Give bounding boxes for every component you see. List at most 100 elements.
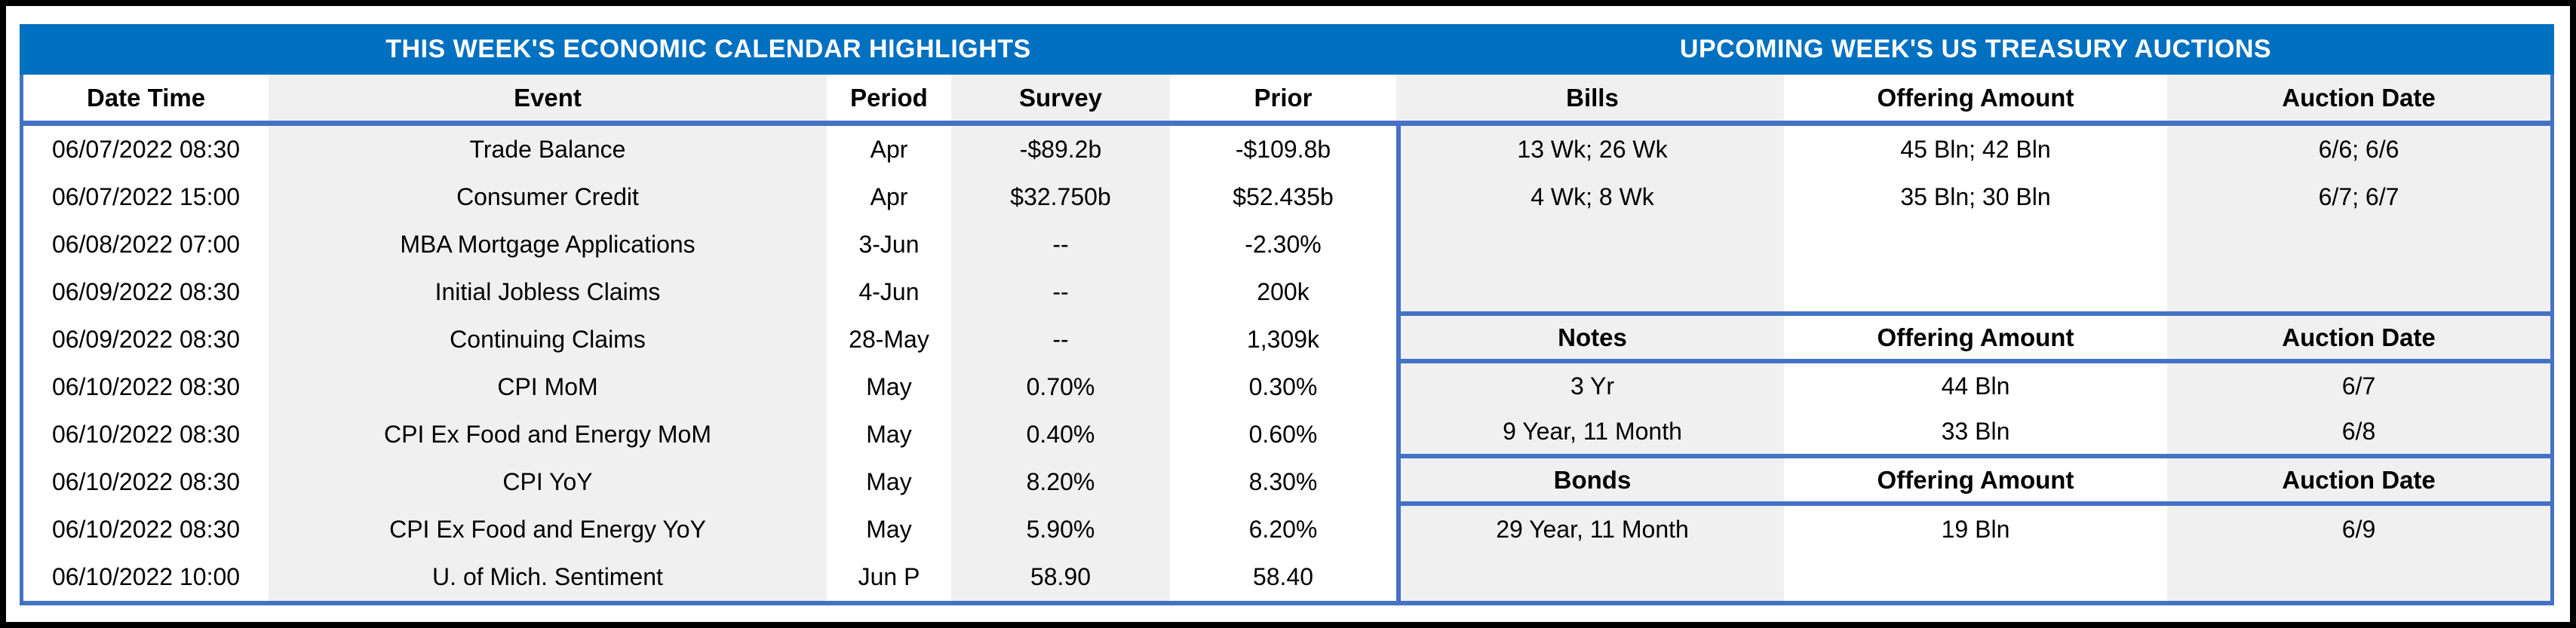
calendar-cell: MBA Mortgage Applications: [269, 221, 827, 268]
banner: THIS WEEK'S ECONOMIC CALENDAR HIGHLIGHTS…: [20, 24, 2554, 75]
calendar-row: 06/07/2022 08:30 Trade Balance Apr -$89.…: [23, 126, 1396, 173]
calendar-cell: 3-Jun: [858, 231, 920, 258]
col-header-event: Event: [269, 75, 827, 121]
col-header-bonds: Bonds: [1401, 458, 1784, 501]
calendar-cell: 58.40: [1252, 563, 1314, 590]
table-content: Date Time Event Period Survey Prior Bill…: [20, 75, 2554, 605]
calendar-cell: $52.435b: [1233, 183, 1334, 210]
calendar-cell: --: [951, 221, 1170, 268]
calendar-cell: 06/07/2022 08:30: [51, 136, 241, 163]
col-header-bills-offering: Offering Amount: [1877, 83, 2074, 112]
calendar-cell: -$89.2b: [951, 126, 1170, 173]
calendar-cell: 0.70%: [951, 363, 1170, 411]
calendar-header-group: Date Time Event Period Survey Prior: [23, 75, 1396, 121]
treasury-auctions-panel: 13 Wk; 26 Wk 45 Bln; 42 Bln 6/6; 6/6 4 W…: [1396, 126, 2550, 601]
calendar-cell: $32.750b: [951, 173, 1170, 221]
bills-empty-cell: [2167, 221, 2550, 311]
calendar-cell: --: [951, 268, 1170, 316]
auctions-title: UPCOMING WEEK'S US TREASURY AUCTIONS: [1679, 35, 2272, 63]
calendar-title: THIS WEEK'S ECONOMIC CALENDAR HIGHLIGHTS: [385, 35, 1031, 63]
calendar-cell: U. of Mich. Sentiment: [269, 553, 827, 601]
calendar-cell: Jun P: [858, 563, 920, 590]
calendar-cell: 06/09/2022 08:30: [51, 326, 241, 353]
calendar-cell: 06/10/2022 08:30: [51, 373, 241, 400]
calendar-cell: CPI Ex Food and Energy MoM: [269, 411, 827, 458]
calendar-cell: 0.60%: [1248, 421, 1318, 448]
bonds-cell: 29 Year, 11 Month: [1401, 506, 1784, 553]
calendar-cell: Continuing Claims: [269, 316, 827, 363]
calendar-cell: May: [866, 468, 912, 495]
notes-cell: 6/8: [2167, 409, 2550, 454]
bills-header-group: Bills Offering Amount Auction Date: [1396, 75, 2550, 121]
calendar-cell: Consumer Credit: [269, 173, 827, 221]
calendar-cell: May: [866, 421, 912, 448]
calendar-row: 06/08/2022 07:00 MBA Mortgage Applicatio…: [23, 221, 1396, 268]
calendar-cell: 06/10/2022 08:30: [51, 516, 241, 543]
calendar-row: 06/10/2022 08:30 CPI Ex Food and Energy …: [23, 411, 1396, 458]
calendar-cell: May: [866, 516, 912, 543]
calendar-cell: Trade Balance: [269, 126, 827, 173]
notes-header-row: Notes Offering Amount Auction Date: [1401, 316, 2550, 363]
calendar-cell: 06/09/2022 08:30: [51, 278, 241, 305]
calendar-cell: -2.30%: [1245, 231, 1322, 258]
calendar-row: 06/09/2022 08:30 Continuing Claims 28-Ma…: [23, 316, 1396, 363]
calendar-row: 06/09/2022 08:30 Initial Jobless Claims …: [23, 268, 1396, 316]
calendar-cell: 06/07/2022 15:00: [51, 183, 241, 210]
col-header-notes-offering: Offering Amount: [1877, 323, 2074, 351]
calendar-cell: 8.20%: [951, 458, 1170, 506]
col-header-bonds-auction-date: Auction Date: [2167, 458, 2550, 501]
bonds-empty-cell: [2167, 553, 2550, 601]
calendar-cell: 5.90%: [951, 506, 1170, 553]
bonds-empty-cell: [1784, 553, 2167, 601]
bonds-cell: 19 Bln: [1941, 516, 2010, 543]
bonds-cell: 6/9: [2167, 506, 2550, 553]
calendar-cell: May: [866, 373, 912, 400]
calendar-cell: 06/10/2022 08:30: [51, 421, 241, 448]
calendar-cell: 06/08/2022 07:00: [51, 231, 241, 258]
col-header-bonds-offering: Offering Amount: [1877, 465, 2074, 494]
notes-cell: 9 Year, 11 Month: [1401, 409, 1784, 454]
bills-cell: 45 Bln; 42 Bln: [1900, 136, 2051, 163]
col-header-period: Period: [850, 83, 928, 112]
calendar-row: 06/10/2022 08:30 CPI Ex Food and Energy …: [23, 506, 1396, 553]
bills-section: 13 Wk; 26 Wk 45 Bln; 42 Bln 6/6; 6/6 4 W…: [1401, 126, 2550, 316]
calendar-cell: 4-Jun: [858, 278, 920, 305]
calendar-cell: CPI YoY: [269, 458, 827, 506]
calendar-cell: 06/10/2022 10:00: [51, 563, 241, 590]
calendar-cell: 0.30%: [1248, 373, 1318, 400]
col-header-bills: Bills: [1401, 75, 1784, 121]
bonds-section: 29 Year, 11 Month 19 Bln 6/9: [1401, 506, 2550, 601]
table-body: 06/07/2022 08:30 Trade Balance Apr -$89.…: [23, 126, 2550, 601]
calendar-cell: 6.20%: [1248, 516, 1318, 543]
calendar-cell: Apr: [870, 183, 908, 210]
calendar-cell: -$109.8b: [1235, 136, 1331, 163]
col-header-date-time: Date Time: [86, 83, 206, 112]
calendar-cell: 200k: [1257, 278, 1309, 305]
notes-cell: 44 Bln: [1941, 372, 2010, 400]
col-header-notes: Notes: [1401, 316, 1784, 359]
notes-cell: 6/7: [2167, 363, 2550, 409]
bonds-header-row: Bonds Offering Amount Auction Date: [1401, 458, 2550, 506]
calendar-cell: Apr: [870, 136, 908, 163]
notes-section: 3 Yr 44 Bln 6/7 9 Year, 11 Month 33 Bln …: [1401, 363, 2550, 458]
calendar-cell: 1,309k: [1246, 326, 1320, 353]
calendar-cell: 28-May: [849, 326, 929, 353]
col-header-survey: Survey: [951, 75, 1170, 121]
bills-cell: 35 Bln; 30 Bln: [1900, 183, 2051, 210]
bills-cell: 6/6; 6/6: [2167, 126, 2550, 173]
calendar-cell: Initial Jobless Claims: [269, 268, 827, 316]
bills-empty-cell: [1401, 221, 1784, 311]
calendar-row: 06/10/2022 08:30 CPI MoM May 0.70% 0.30%: [23, 363, 1396, 411]
economic-calendar-panel: 06/07/2022 08:30 Trade Balance Apr -$89.…: [23, 126, 1396, 601]
bills-cell: 6/7; 6/7: [2167, 173, 2550, 221]
calendar-cell: 8.30%: [1248, 468, 1318, 495]
bonds-empty-cell: [1401, 553, 1784, 601]
notes-cell: 33 Bln: [1941, 417, 2010, 445]
calendar-cell: 0.40%: [951, 411, 1170, 458]
calendar-cell: --: [951, 316, 1170, 363]
bills-cell: 13 Wk; 26 Wk: [1401, 126, 1784, 173]
calendar-cell: CPI MoM: [269, 363, 827, 411]
col-header-bills-auction-date: Auction Date: [2167, 75, 2550, 121]
calendar-row: 06/10/2022 10:00 U. of Mich. Sentiment J…: [23, 553, 1396, 601]
